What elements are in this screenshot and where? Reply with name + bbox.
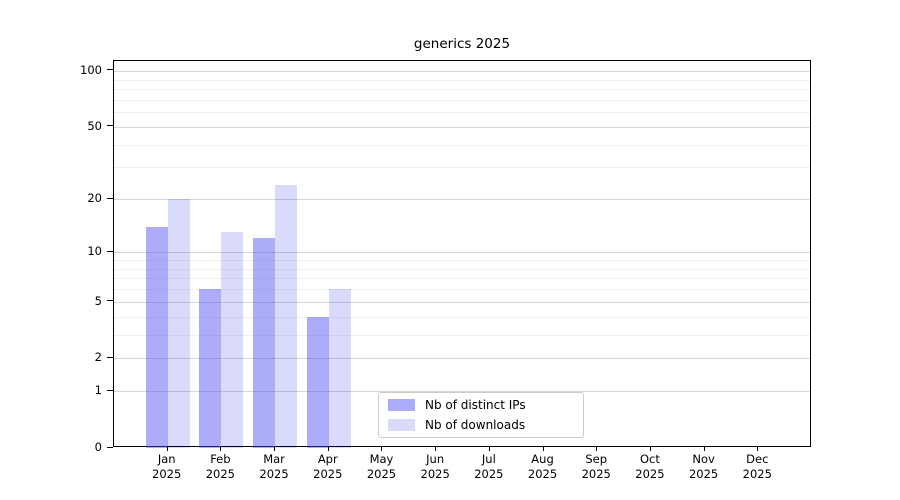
y-tick-mark <box>107 389 113 391</box>
legend-swatch-downloads <box>388 418 415 431</box>
x-tick-label-nov: Nov 2025 <box>688 452 719 481</box>
x-tick-label-feb: Feb 2025 <box>205 452 236 481</box>
y-tick-mark <box>107 125 113 127</box>
x-tick-label-sep: Sep 2025 <box>581 452 611 481</box>
y-tick-label: 5 <box>94 293 102 308</box>
legend-label-downloads: Nb of downloads <box>425 417 526 432</box>
minor-gridline <box>114 79 810 81</box>
minor-gridline <box>114 289 810 291</box>
y-tick-label: 0 <box>94 440 102 454</box>
chart-title: generics 2025 <box>413 36 511 52</box>
bar-downloads-apr <box>328 289 351 448</box>
x-tick-label-may: May 2025 <box>366 452 397 481</box>
bar-distinct-ips-feb <box>199 289 222 448</box>
major-gridline <box>114 301 810 303</box>
x-tick-mark <box>381 447 383 451</box>
x-tick-mark <box>703 447 705 451</box>
minor-gridline <box>114 144 810 146</box>
x-tick-label-jun: Jun 2025 <box>420 452 450 481</box>
y-tick-mark <box>107 250 113 252</box>
bar-distinct-ips-mar <box>253 238 276 448</box>
legend-label-distinct-ips: Nb of distinct IPs <box>425 398 526 413</box>
bar-downloads-feb <box>221 232 244 448</box>
major-gridline <box>114 126 810 128</box>
minor-gridline <box>114 268 810 270</box>
minor-gridline <box>114 89 810 90</box>
x-tick-mark <box>274 447 276 451</box>
y-tick-label: 20 <box>87 191 102 206</box>
x-tick-mark <box>596 447 598 451</box>
minor-gridline <box>114 278 810 280</box>
plot-area: Nb of distinct IPs Nb of downloads <box>113 60 811 448</box>
x-tick-label-mar: Mar 2025 <box>259 452 289 481</box>
minor-gridline <box>114 167 810 169</box>
minor-gridline <box>114 259 810 261</box>
y-tick-mark <box>107 356 113 358</box>
major-gridline <box>114 70 810 72</box>
x-tick-mark <box>327 447 329 451</box>
y-tick-mark <box>107 446 113 448</box>
x-tick-mark <box>166 447 168 451</box>
y-tick-label: 2 <box>94 350 102 365</box>
bar-downloads-mar <box>275 185 298 448</box>
legend-row-downloads: Nb of downloads <box>388 418 583 432</box>
x-tick-mark <box>542 447 544 451</box>
legend-swatch-distinct-ips <box>388 399 415 412</box>
major-gridline <box>114 391 810 393</box>
major-gridline <box>114 199 810 201</box>
legend-row-distinct-ips: Nb of distinct IPs <box>388 398 583 412</box>
y-tick-mark <box>107 300 113 302</box>
x-tick-mark <box>757 447 759 451</box>
minor-gridline <box>114 112 810 114</box>
minor-gridline <box>114 316 810 318</box>
x-tick-label-dec: Dec 2025 <box>742 452 772 481</box>
x-tick-label-jul: Jul 2025 <box>474 452 504 481</box>
major-gridline <box>114 252 810 254</box>
x-tick-mark <box>488 447 490 451</box>
y-tick-label: 50 <box>87 118 102 133</box>
y-tick-label: 100 <box>80 62 102 77</box>
y-tick-label: 10 <box>87 244 102 259</box>
y-tick-label: 1 <box>94 383 102 398</box>
legend: Nb of distinct IPs Nb of downloads <box>378 392 584 438</box>
bar-distinct-ips-jan <box>145 226 168 448</box>
y-tick-mark <box>107 69 113 71</box>
x-tick-label-apr: Apr 2025 <box>313 452 343 481</box>
x-tick-mark <box>220 447 222 451</box>
major-gridline <box>114 358 810 360</box>
minor-gridline <box>114 334 810 336</box>
minor-gridline <box>114 99 810 101</box>
bar-downloads-jan <box>167 199 190 448</box>
y-tick-mark <box>107 197 113 199</box>
x-tick-label-aug: Aug 2025 <box>527 452 558 481</box>
bar-distinct-ips-apr <box>306 316 329 448</box>
x-tick-label-oct: Oct 2025 <box>635 452 665 481</box>
x-tick-label-jan: Jan 2025 <box>152 452 182 481</box>
x-tick-mark <box>435 447 437 451</box>
x-tick-mark <box>649 447 651 451</box>
